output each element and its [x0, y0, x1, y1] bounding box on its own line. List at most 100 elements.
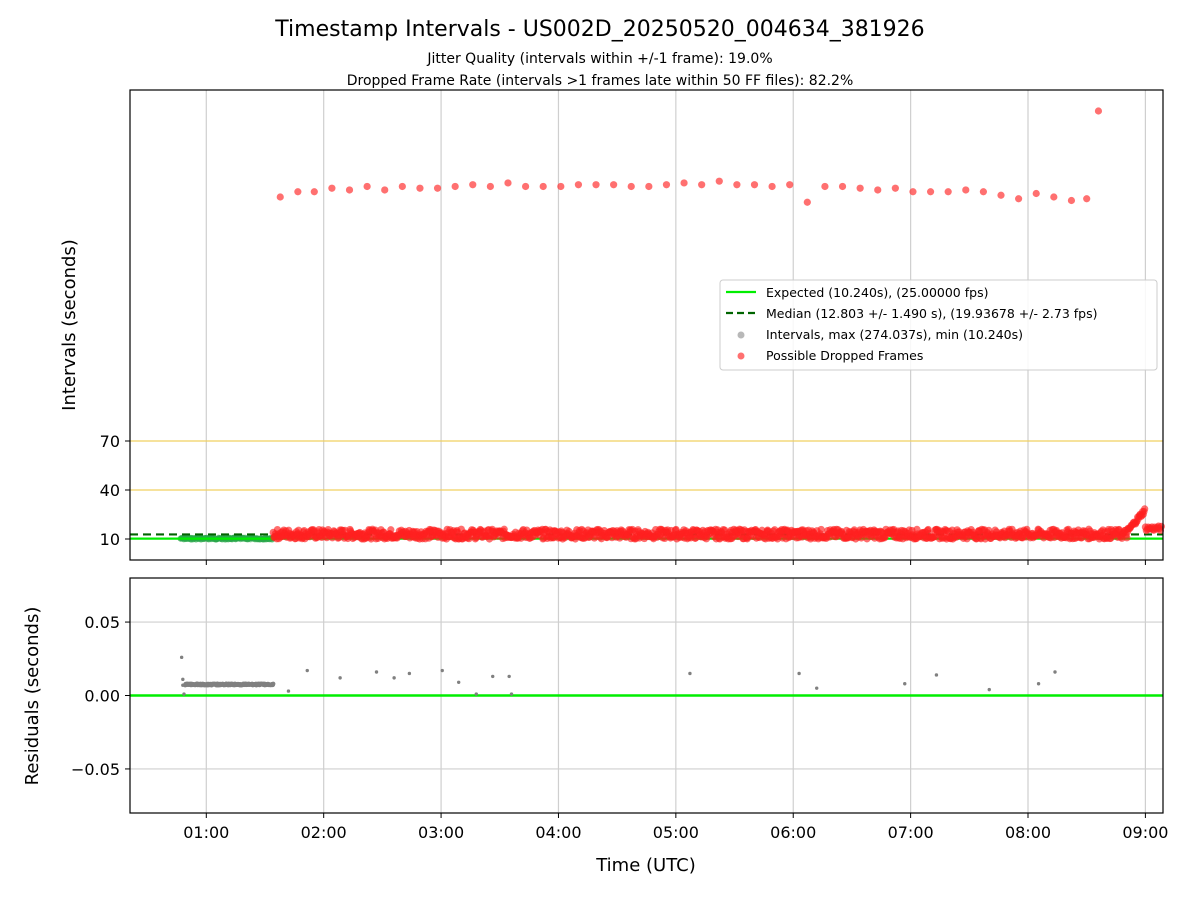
residuals-y-tick-label: 0.00 — [84, 687, 120, 706]
residuals-marks — [130, 655, 1163, 697]
dropped-frame-point — [803, 198, 811, 206]
dropped-frame-point — [294, 188, 302, 196]
dropped-frame-point — [944, 188, 952, 196]
dropped-frame-point — [1067, 196, 1076, 205]
intervals-x-ticks — [205, 560, 1146, 565]
dropped-frame-point — [856, 184, 864, 192]
legend-intervals-swatch — [737, 331, 745, 339]
intervals-panel: 10 40 70 Intervals (seconds) Expected (10.… — [59, 89, 1165, 565]
dropped-frame-point — [926, 188, 935, 196]
dropped-frame-point — [610, 181, 618, 189]
residual-point — [286, 689, 291, 693]
chart-title: Timestamp Intervals - US002D_20250520_00… — [274, 17, 924, 42]
residual-point — [338, 676, 342, 680]
dropped-frame-point — [817, 525, 825, 534]
dropped-frame-point — [539, 182, 547, 191]
dropped-frame-point — [909, 188, 917, 196]
residual-point — [987, 687, 991, 692]
residual-point — [509, 692, 514, 696]
dropped-frame-point — [416, 184, 424, 192]
legend-box — [719, 279, 1158, 371]
dropped-frame-point — [1015, 195, 1023, 203]
residual-point — [392, 676, 396, 680]
dropped-frame-point — [381, 186, 389, 194]
legend-dropped-label: Possible Dropped Frames — [766, 348, 923, 363]
dropped-frame-point — [997, 191, 1005, 199]
dropped-frame-point — [821, 182, 829, 191]
residuals-y-tick-label: 0.05 — [84, 613, 120, 632]
dropped-frame-point — [645, 182, 653, 191]
residual-point — [507, 674, 511, 679]
residual-point — [1053, 670, 1057, 674]
dropped-frame-point — [276, 193, 284, 201]
residual-point — [491, 674, 495, 679]
x-tick-label: 07:00 — [888, 823, 934, 842]
legend-expected-label: Expected (10.240s), (25.00000 fps) — [766, 285, 988, 300]
residual-point — [797, 671, 801, 676]
dropped-frame-point — [838, 182, 847, 191]
x-tick-label: 02:00 — [301, 823, 347, 842]
x-tick-label: 01:00 — [183, 823, 229, 842]
residual-point — [440, 668, 444, 673]
residual-point — [374, 670, 379, 674]
residual-point — [182, 692, 186, 696]
dropped-frame-point — [1123, 534, 1131, 542]
intervals-marks — [130, 107, 1165, 543]
legend-dropped-swatch — [737, 352, 745, 360]
residual-point — [688, 671, 692, 676]
intervals-y-tick-label: 40 — [100, 481, 120, 500]
dropped-frame-point — [486, 182, 494, 191]
dropped-frame-point — [398, 182, 406, 191]
residual-point — [1036, 682, 1041, 686]
dropped-frame-point — [328, 184, 336, 192]
residual-point — [456, 680, 461, 684]
dropped-frame-point — [469, 181, 477, 189]
dropped-frame-point — [574, 181, 583, 189]
x-tick-label: 09:00 — [1122, 823, 1168, 842]
dropped-frame-point — [345, 186, 354, 194]
dropped-frame-point — [662, 181, 671, 189]
x-tick-label: 04:00 — [535, 823, 581, 842]
dropped-frame-point — [1032, 189, 1040, 198]
dropped-frame-point — [768, 182, 776, 191]
dropped-frame-point — [786, 181, 794, 189]
dropped-frame-point — [1094, 107, 1103, 115]
residuals-y-axis-label: Residuals (seconds) — [22, 607, 43, 786]
chart-subtitle-jitter: Jitter Quality (intervals within +/-1 fr… — [426, 51, 772, 67]
dropped-frame-point — [1050, 193, 1058, 201]
chart-subtitle-dropped: Dropped Frame Rate (intervals >1 frames … — [347, 73, 854, 89]
dropped-frame-point — [1083, 195, 1091, 203]
dropped-frame-point — [451, 182, 459, 191]
dropped-frame-point — [715, 177, 723, 185]
dropped-frame-point — [1157, 522, 1165, 530]
intervals-y-ticks: 10 40 70 — [100, 432, 130, 549]
x-tick-label: 05:00 — [653, 823, 699, 842]
legend: Expected (10.240s), (25.00000 fps) Media… — [719, 279, 1158, 371]
x-tick-label: 03:00 — [418, 823, 464, 842]
intervals-y-axis-label: Intervals (seconds) — [59, 239, 80, 411]
dropped-frame-point — [750, 181, 759, 189]
dropped-frame-point — [627, 182, 635, 191]
dropped-frame-point — [698, 181, 706, 189]
legend-median-label: Median (12.803 +/- 1.490 s), (19.93678 +… — [766, 306, 1097, 321]
residual-point — [934, 673, 939, 677]
residuals-x-ticks: 01:00 02:00 03:00 04:00 05:00 06:00 07:00 08:00… — [183, 813, 1168, 842]
residual-point — [271, 681, 276, 686]
residual-point — [474, 692, 478, 696]
dropped-frame-point — [592, 181, 600, 189]
residual-point — [181, 677, 185, 682]
residual-point — [903, 682, 907, 686]
dropped-frame-point — [557, 182, 565, 191]
legend-intervals-label: Intervals, max (274.037s), min (10.240s) — [766, 327, 1023, 342]
dropped-frame-point — [733, 181, 741, 189]
residual-point — [305, 668, 309, 673]
dropped-frame-point — [962, 186, 970, 194]
intervals-y-tick-label: 70 — [100, 432, 120, 451]
dropped-frame-point — [521, 182, 530, 191]
residual-point — [181, 683, 185, 687]
residual-point — [179, 655, 184, 660]
dropped-frame-point — [680, 179, 688, 187]
dropped-frame-point — [363, 182, 371, 191]
dropped-frame-point — [310, 188, 318, 196]
